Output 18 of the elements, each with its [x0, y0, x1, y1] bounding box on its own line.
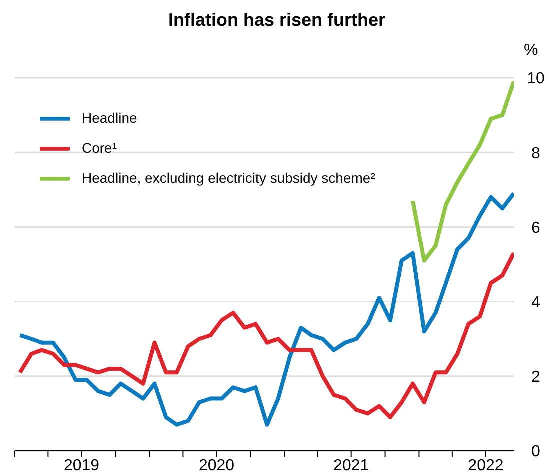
line-series	[18, 192, 514, 427]
legend-label: Core¹	[82, 140, 118, 156]
y-tick-label: 4	[532, 294, 541, 312]
y-tick-label: 10	[527, 70, 545, 88]
legend-label: Headline, excluding electricity subsidy scheme²	[82, 170, 376, 186]
line-series	[18, 251, 514, 420]
y-tick-label: 2	[532, 369, 541, 386]
chart-title: Inflation has risen further	[167, 10, 387, 31]
line-series	[410, 80, 514, 263]
legend-label: Headline	[82, 110, 138, 126]
x-tick-label: 2022	[468, 457, 504, 473]
y-tick-label: 8	[532, 145, 541, 162]
y-axis-title: %	[524, 42, 538, 60]
y-tick-label: 6	[532, 220, 541, 237]
x-tick-label: 2019	[64, 457, 100, 473]
y-tick-label: 0	[532, 444, 541, 461]
x-tick-label: 2020	[198, 457, 235, 473]
x-tick-label: 2021	[334, 457, 370, 473]
